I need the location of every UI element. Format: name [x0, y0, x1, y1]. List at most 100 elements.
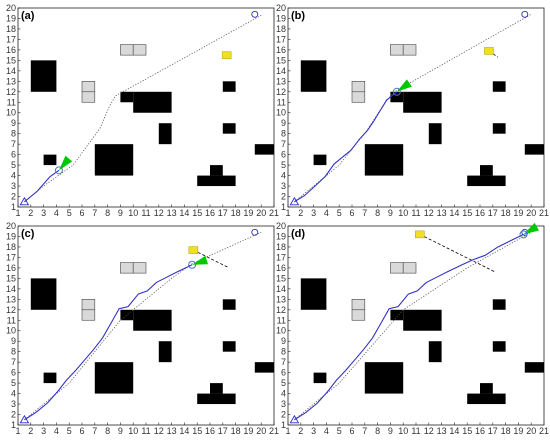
x-tick-label: 18	[231, 208, 241, 218]
y-tick-label: 6	[281, 150, 286, 160]
x-tick-label: 15	[462, 208, 472, 218]
robot-marker	[392, 87, 401, 96]
y-tick-label: 2	[281, 192, 286, 202]
obstacle	[524, 144, 544, 155]
panel-1: 1 2 3 4 5 6 7 8 9 10 11 12 13 14 15 16 17 18 19 20 211234567…	[6, 3, 279, 218]
obstacle-track	[193, 249, 230, 269]
y-tick-label: 19	[276, 231, 286, 241]
x-tick-label: 13	[167, 426, 177, 436]
y-tick-label: 18	[276, 242, 286, 252]
y-tick-label: 2	[11, 410, 16, 420]
x-tick-label: 21	[269, 426, 279, 436]
panel-3: 1 2 3 4 5 6 7 8 9 10 11 12 13 14 15 16 17 18 19 20 211234567…	[6, 221, 279, 436]
y-tick-label: 14	[6, 66, 16, 76]
obstacle	[492, 123, 506, 134]
x-tick-label: 6	[349, 426, 354, 436]
x-tick-label: 16	[475, 426, 485, 436]
heading-cone	[523, 222, 540, 235]
x-tick-label: 15	[192, 208, 202, 218]
y-tick-label: 6	[11, 150, 16, 160]
x-tick-label: 5	[337, 426, 342, 436]
gray-block	[402, 44, 417, 56]
x-tick-label: 3	[41, 208, 46, 218]
x-tick-label: 21	[539, 426, 549, 436]
y-tick-label: 17	[276, 252, 286, 262]
x-tick-label: 12	[154, 426, 164, 436]
heading-cone	[58, 155, 73, 171]
x-tick-label: 20	[526, 426, 536, 436]
y-tick-label: 19	[276, 13, 286, 23]
obstacle	[480, 165, 493, 176]
goal-marker	[251, 228, 259, 236]
y-tick-label: 8	[11, 129, 16, 139]
x-tick-label: 19	[243, 208, 253, 218]
y-tick-label: 9	[281, 118, 286, 128]
x-tick-label: 9	[118, 208, 123, 218]
y-tick-label: 17	[6, 34, 16, 44]
obstacle	[313, 372, 327, 384]
y-tick-label: 4	[11, 171, 16, 181]
obstacle	[158, 341, 172, 363]
gray-block	[402, 262, 417, 274]
y-tick-label: 13	[276, 76, 286, 86]
y-tick-label: 13	[276, 294, 286, 304]
x-tick-label: 11	[411, 208, 420, 218]
obstacle	[467, 175, 506, 187]
executed-path	[294, 91, 398, 203]
y-tick-label: 11	[7, 97, 16, 107]
x-tick-label: 4	[54, 208, 59, 218]
x-tick-label: 6	[79, 208, 84, 218]
y-tick-label: 18	[6, 242, 16, 252]
panel-label: (b)	[291, 10, 305, 22]
y-tick-label: 10	[276, 326, 286, 336]
y-tick-label: 14	[276, 284, 286, 294]
x-tick-label: 15	[462, 426, 472, 436]
gray-block	[351, 81, 366, 93]
executed-path	[294, 233, 524, 421]
x-tick-label: 20	[256, 208, 266, 218]
obstacle	[210, 383, 223, 394]
y-tick-label: 18	[6, 24, 16, 34]
executed-path	[24, 264, 193, 421]
x-tick-label: 21	[269, 208, 279, 218]
obstacle	[492, 299, 506, 310]
y-tick-label: 15	[276, 55, 286, 65]
obstacle	[158, 123, 172, 145]
y-tick-label: 7	[281, 139, 286, 149]
gray-block	[81, 309, 96, 321]
x-tick-label: 17	[488, 208, 498, 218]
x-tick-label: 1	[285, 426, 290, 436]
panel-label: (d)	[291, 228, 305, 240]
x-tick-label: 13	[167, 208, 177, 218]
y-tick-label: 10	[6, 326, 16, 336]
x-tick-label: 9	[388, 426, 393, 436]
x-tick-label: 17	[218, 426, 228, 436]
y-tick-label: 9	[11, 118, 16, 128]
x-tick-label: 6	[349, 208, 354, 218]
y-tick-label: 19	[6, 13, 16, 23]
obstacle	[480, 383, 493, 394]
y-tick-label: 14	[276, 66, 286, 76]
y-tick-label: 8	[11, 347, 16, 357]
reference-path	[24, 231, 262, 421]
x-tick-label: 11	[141, 426, 150, 436]
y-tick-label: 14	[6, 284, 16, 294]
y-tick-label: 10	[276, 108, 286, 118]
x-tick-label: 12	[424, 426, 434, 436]
obstacle	[197, 175, 236, 187]
y-tick-label: 12	[6, 87, 16, 97]
obstacle	[30, 278, 57, 310]
y-tick-label: 10	[6, 108, 16, 118]
y-tick-label: 11	[277, 97, 286, 107]
obstacle	[492, 81, 506, 92]
x-tick-label: 18	[501, 426, 511, 436]
gray-block	[351, 91, 366, 103]
x-tick-label: 13	[437, 208, 447, 218]
start-marker	[19, 196, 30, 206]
obstacle	[428, 341, 442, 363]
x-tick-label: 2	[298, 208, 303, 218]
dynamic-obstacle	[221, 51, 232, 59]
obstacle	[120, 91, 134, 103]
y-tick-label: 1	[281, 202, 286, 212]
y-tick-label: 9	[281, 336, 286, 346]
